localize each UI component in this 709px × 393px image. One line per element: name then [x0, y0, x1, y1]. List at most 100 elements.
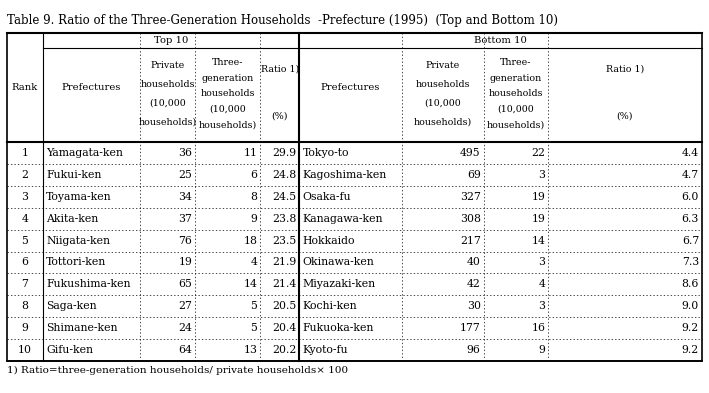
Text: households: households — [489, 89, 543, 98]
Text: 495: 495 — [460, 148, 481, 158]
Text: 7.3: 7.3 — [682, 257, 699, 268]
Text: Three-: Three- — [500, 58, 532, 67]
Text: Fukushima-ken: Fukushima-ken — [46, 279, 130, 289]
Text: Saga-ken: Saga-ken — [46, 301, 96, 311]
Text: 19: 19 — [531, 214, 545, 224]
Text: (%): (%) — [617, 112, 633, 121]
Text: 308: 308 — [459, 214, 481, 224]
Text: 42: 42 — [467, 279, 481, 289]
Text: Niigata-ken: Niigata-ken — [46, 235, 110, 246]
Text: 6.0: 6.0 — [681, 192, 699, 202]
Text: households): households) — [138, 117, 197, 126]
Text: Akita-ken: Akita-ken — [46, 214, 99, 224]
Text: 1: 1 — [21, 148, 28, 158]
Text: Kyoto-fu: Kyoto-fu — [303, 345, 348, 355]
Text: Tottori-ken: Tottori-ken — [46, 257, 106, 268]
Text: 21.4: 21.4 — [272, 279, 296, 289]
Text: (10,000: (10,000 — [209, 105, 246, 114]
Text: Tokyo-to: Tokyo-to — [303, 148, 350, 158]
Text: 27: 27 — [178, 301, 192, 311]
Text: households: households — [140, 79, 195, 88]
Text: households: households — [201, 89, 255, 98]
Text: 4: 4 — [250, 257, 257, 268]
Text: 9: 9 — [21, 323, 28, 333]
Text: 217: 217 — [460, 235, 481, 246]
Text: 20.5: 20.5 — [272, 301, 296, 311]
Text: Kochi-ken: Kochi-ken — [303, 301, 357, 311]
Text: 6.3: 6.3 — [681, 214, 699, 224]
Text: 13: 13 — [243, 345, 257, 355]
Text: Fukuoka-ken: Fukuoka-ken — [303, 323, 374, 333]
Text: Rank: Rank — [11, 83, 38, 92]
Text: Toyama-ken: Toyama-ken — [46, 192, 112, 202]
Text: Prefectures: Prefectures — [321, 83, 380, 92]
Text: Prefectures: Prefectures — [62, 83, 121, 92]
Text: generation: generation — [490, 73, 542, 83]
Text: Table 9. Ratio of the Three-Generation Households  -Prefecture (1995)  (Top and : Table 9. Ratio of the Three-Generation H… — [7, 14, 558, 27]
Text: 23.8: 23.8 — [272, 214, 296, 224]
Text: (10,000: (10,000 — [498, 105, 534, 114]
Text: 65: 65 — [178, 279, 192, 289]
Text: 327: 327 — [460, 192, 481, 202]
Text: 9.0: 9.0 — [682, 301, 699, 311]
Text: (10,000: (10,000 — [425, 98, 461, 107]
Text: 2: 2 — [21, 170, 28, 180]
Text: 9: 9 — [250, 214, 257, 224]
Text: 4.7: 4.7 — [682, 170, 699, 180]
Text: 9: 9 — [538, 345, 545, 355]
Text: Gifu-ken: Gifu-ken — [46, 345, 93, 355]
Text: 8: 8 — [21, 301, 28, 311]
Text: 24.8: 24.8 — [272, 170, 296, 180]
Text: 3: 3 — [21, 192, 28, 202]
Text: 23.5: 23.5 — [272, 235, 296, 246]
Text: 4: 4 — [538, 279, 545, 289]
Text: 8.6: 8.6 — [681, 279, 699, 289]
Text: Private: Private — [150, 61, 185, 70]
Text: 5: 5 — [250, 301, 257, 311]
Text: Hokkaido: Hokkaido — [303, 235, 355, 246]
Text: 4.4: 4.4 — [682, 148, 699, 158]
Text: 14: 14 — [531, 235, 545, 246]
Text: households): households) — [413, 117, 472, 126]
Text: 6: 6 — [250, 170, 257, 180]
Text: Fukui-ken: Fukui-ken — [46, 170, 101, 180]
Text: 8: 8 — [250, 192, 257, 202]
Text: 19: 19 — [178, 257, 192, 268]
Text: 76: 76 — [178, 235, 192, 246]
Text: 20.4: 20.4 — [272, 323, 296, 333]
Text: 24.5: 24.5 — [272, 192, 296, 202]
Text: 4: 4 — [21, 214, 28, 224]
Text: 177: 177 — [460, 323, 481, 333]
Text: (10,000: (10,000 — [150, 98, 186, 107]
Text: households: households — [415, 79, 470, 88]
Text: 18: 18 — [243, 235, 257, 246]
Text: Kagoshima-ken: Kagoshima-ken — [303, 170, 387, 180]
Text: 36: 36 — [178, 148, 192, 158]
Text: Okinawa-ken: Okinawa-ken — [303, 257, 374, 268]
Text: 16: 16 — [531, 323, 545, 333]
Text: Top 10: Top 10 — [154, 37, 188, 45]
Text: Three-: Three- — [212, 58, 243, 67]
Text: 30: 30 — [467, 301, 481, 311]
Text: Ratio 1): Ratio 1) — [261, 65, 298, 74]
Text: 29.9: 29.9 — [272, 148, 296, 158]
Text: 25: 25 — [178, 170, 192, 180]
Text: 3: 3 — [538, 257, 545, 268]
Text: 14: 14 — [243, 279, 257, 289]
Text: 5: 5 — [250, 323, 257, 333]
Text: 96: 96 — [467, 345, 481, 355]
Text: Bottom 10: Bottom 10 — [474, 37, 527, 45]
Text: 24: 24 — [178, 323, 192, 333]
Text: 5: 5 — [21, 235, 28, 246]
Text: 21.9: 21.9 — [272, 257, 296, 268]
Bar — [7, 33, 702, 361]
Text: 40: 40 — [467, 257, 481, 268]
Text: 19: 19 — [531, 192, 545, 202]
Text: Private: Private — [425, 61, 460, 70]
Text: 11: 11 — [243, 148, 257, 158]
Text: Osaka-fu: Osaka-fu — [303, 192, 352, 202]
Text: 3: 3 — [538, 170, 545, 180]
Text: households): households) — [486, 121, 545, 130]
Text: 22: 22 — [531, 148, 545, 158]
Text: 1) Ratio=three-generation households/ private households× 100: 1) Ratio=three-generation households/ pr… — [7, 365, 348, 375]
